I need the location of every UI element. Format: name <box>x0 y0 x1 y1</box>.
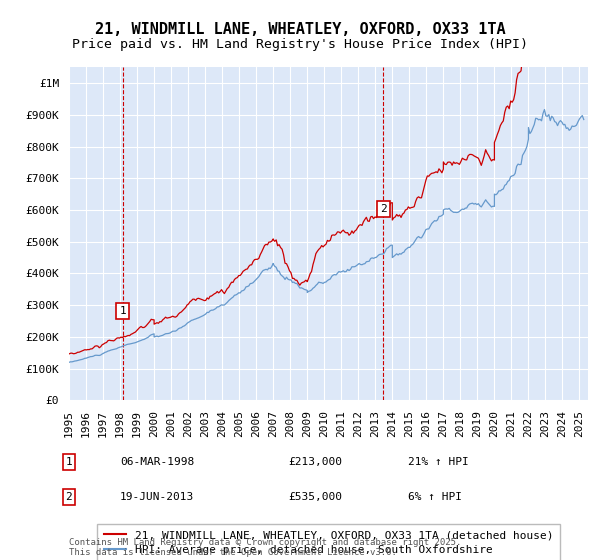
Text: Contains HM Land Registry data © Crown copyright and database right 2025.
This d: Contains HM Land Registry data © Crown c… <box>69 538 461 557</box>
Text: £535,000: £535,000 <box>288 492 342 502</box>
Text: 6% ↑ HPI: 6% ↑ HPI <box>408 492 462 502</box>
Text: Price paid vs. HM Land Registry's House Price Index (HPI): Price paid vs. HM Land Registry's House … <box>72 38 528 51</box>
Text: 1: 1 <box>65 457 73 467</box>
Text: 2: 2 <box>380 204 386 214</box>
Text: 19-JUN-2013: 19-JUN-2013 <box>120 492 194 502</box>
Text: 2: 2 <box>65 492 73 502</box>
Text: £213,000: £213,000 <box>288 457 342 467</box>
Text: 21% ↑ HPI: 21% ↑ HPI <box>408 457 469 467</box>
Text: 21, WINDMILL LANE, WHEATLEY, OXFORD, OX33 1TA: 21, WINDMILL LANE, WHEATLEY, OXFORD, OX3… <box>95 22 505 38</box>
Legend: 21, WINDMILL LANE, WHEATLEY, OXFORD, OX33 1TA (detached house), HPI: Average pri: 21, WINDMILL LANE, WHEATLEY, OXFORD, OX3… <box>97 524 560 560</box>
Text: 1: 1 <box>119 306 127 316</box>
Text: 06-MAR-1998: 06-MAR-1998 <box>120 457 194 467</box>
